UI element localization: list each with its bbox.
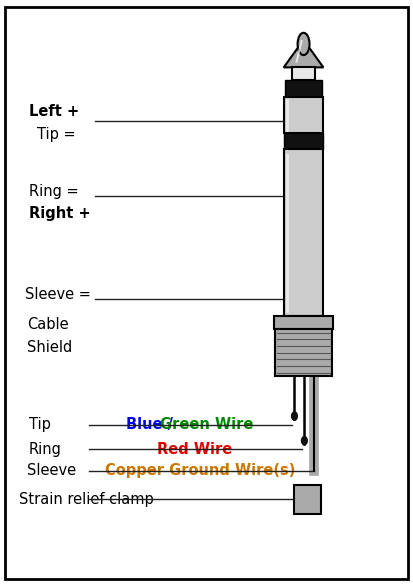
Bar bbox=[274, 316, 333, 329]
Text: Cable: Cable bbox=[27, 316, 69, 332]
Bar bbox=[284, 149, 323, 316]
Polygon shape bbox=[284, 44, 323, 67]
Text: Ring =: Ring = bbox=[29, 184, 78, 199]
Bar bbox=[292, 67, 315, 80]
Bar bbox=[275, 329, 332, 376]
Text: Red Wire: Red Wire bbox=[157, 442, 232, 457]
Circle shape bbox=[292, 412, 297, 420]
Text: Left +: Left + bbox=[29, 104, 79, 119]
Text: Tip =: Tip = bbox=[37, 127, 76, 142]
Text: Blue /: Blue / bbox=[126, 417, 178, 432]
Text: Shield: Shield bbox=[27, 340, 72, 355]
Circle shape bbox=[301, 437, 307, 445]
Bar bbox=[284, 133, 323, 149]
Text: Sleeve: Sleeve bbox=[27, 463, 76, 478]
Bar bbox=[284, 97, 323, 133]
Text: Strain relief clamp: Strain relief clamp bbox=[19, 492, 153, 507]
Ellipse shape bbox=[298, 33, 309, 55]
Bar bbox=[285, 80, 322, 97]
Text: Ring: Ring bbox=[29, 442, 62, 457]
Text: Sleeve =: Sleeve = bbox=[25, 287, 91, 302]
Text: Tip: Tip bbox=[29, 417, 51, 432]
Bar bbox=[294, 485, 321, 514]
Text: Right +: Right + bbox=[29, 206, 90, 222]
Text: Copper Ground Wire(s): Copper Ground Wire(s) bbox=[105, 463, 296, 478]
Text: Green Wire: Green Wire bbox=[160, 417, 253, 432]
